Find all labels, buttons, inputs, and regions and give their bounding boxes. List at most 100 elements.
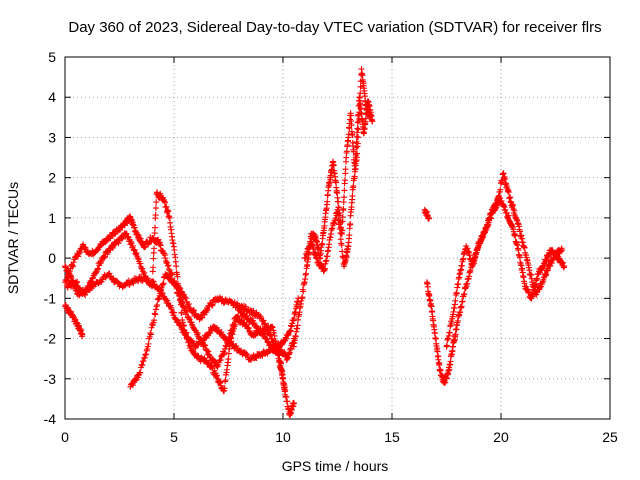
plot-frame: [64, 56, 611, 420]
data-point-interp: [160, 280, 167, 287]
y-tick-label: 3: [48, 129, 56, 145]
data-point-interp: [355, 116, 362, 123]
data-point-interp: [263, 323, 270, 330]
data-point-interp: [149, 322, 156, 329]
data-point-interp: [512, 232, 519, 239]
data-point: [79, 331, 86, 338]
data-point-interp: [165, 208, 172, 215]
data-point-interp: [97, 260, 104, 267]
data-point-interp: [168, 306, 175, 313]
data-point-interp: [128, 240, 135, 247]
y-tick-label: -3: [44, 371, 57, 387]
data-point-interp: [502, 176, 509, 183]
data-point-interp: [171, 309, 177, 316]
data-point-interp: [185, 339, 192, 346]
data-point-interp: [133, 249, 140, 256]
data-points: [62, 66, 568, 418]
data-point-interp: [354, 140, 361, 147]
data-point-interp: [354, 119, 361, 126]
grid: [65, 57, 610, 419]
data-point-interp: [266, 332, 273, 339]
x-axis-label: GPS time / hours: [282, 458, 389, 474]
data-point-interp: [151, 317, 158, 324]
data-point-interp: [70, 262, 77, 269]
data-point-interp: [185, 313, 192, 320]
data-point-interp: [184, 335, 191, 342]
data-point-interp: [95, 265, 102, 272]
data-point-interp: [282, 387, 289, 394]
data-point-interp: [164, 262, 171, 269]
data-point-interp: [234, 314, 241, 321]
series-trace-b: [62, 213, 289, 398]
data-point-interp: [157, 290, 164, 297]
data-point-interp: [243, 350, 250, 357]
data-point-interp: [436, 360, 443, 367]
data-point-interp: [355, 126, 362, 133]
data-point-interp: [142, 351, 149, 358]
data-point-interp: [341, 187, 348, 194]
data-point-interp: [139, 265, 146, 272]
data-point-interp: [341, 194, 348, 201]
data-point-interp: [245, 325, 252, 332]
data-point-interp: [260, 330, 267, 337]
data-point-interp: [180, 304, 187, 311]
data-point-interp: [350, 148, 357, 155]
data-point-interp: [176, 290, 183, 297]
data-point-interp: [334, 211, 341, 218]
data-point: [227, 335, 234, 342]
data-point-interp: [148, 324, 155, 331]
data-point-interp: [159, 281, 166, 288]
data-point-interp: [189, 321, 196, 328]
data-point-interp: [299, 294, 306, 301]
data-point-interp: [262, 320, 269, 327]
data-point-interp: [242, 303, 249, 310]
data-point-interp: [171, 277, 178, 284]
data-point-interp: [355, 134, 362, 141]
data-point-interp: [177, 301, 184, 308]
data-point: [369, 118, 376, 125]
data-point-interp: [349, 192, 356, 199]
series-trace-j: [443, 194, 568, 350]
x-tick-labels: 0 5 10 15 20 25: [61, 429, 618, 445]
data-point-interp: [285, 405, 292, 412]
data-point-interp: [335, 198, 342, 205]
data-point-interp: [185, 300, 192, 307]
y-tick-label: -2: [44, 331, 57, 347]
data-point-interp: [354, 125, 361, 132]
data-point: [290, 399, 297, 406]
data-point-interp: [203, 307, 210, 314]
data-point-interp: [330, 162, 337, 169]
data-point-interp: [176, 284, 183, 291]
data-point: [162, 255, 169, 262]
data-point-interp: [434, 348, 441, 355]
data-point-interp: [348, 122, 355, 129]
data-point-interp: [287, 327, 294, 334]
data-point-interp: [134, 374, 141, 381]
data-point-interp: [164, 259, 171, 266]
data-point: [153, 303, 160, 310]
data-point-interp: [66, 268, 73, 275]
data-point-interp: [347, 112, 354, 119]
data-point-interp: [286, 328, 293, 335]
y-tick-label: 5: [48, 49, 56, 65]
data-point-interp: [140, 358, 147, 365]
data-point-interp: [151, 310, 158, 317]
data-point-interp: [154, 302, 161, 309]
data-point-interp: [64, 284, 71, 291]
data-point-interp: [73, 279, 80, 286]
x-tick-label: 0: [61, 429, 69, 445]
data-point-interp: [145, 340, 152, 347]
data-point-interp: [310, 244, 317, 251]
data-point-interp: [353, 144, 360, 151]
data-point-interp: [461, 291, 468, 298]
data-point-interp: [75, 253, 82, 260]
data-point: [70, 259, 77, 266]
data-point-interp: [182, 330, 189, 337]
data-point: [72, 279, 79, 286]
data-point-interp: [213, 372, 220, 379]
data-point-interp: [147, 331, 154, 338]
data-point-interp: [217, 357, 224, 364]
data-point-interp: [545, 267, 552, 274]
data-point-interp: [153, 199, 160, 206]
